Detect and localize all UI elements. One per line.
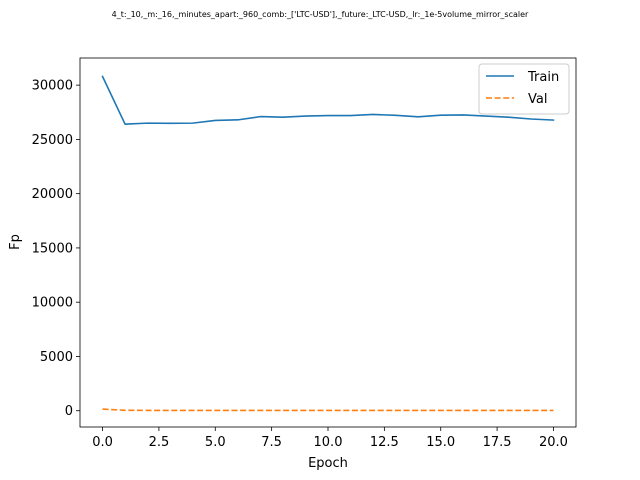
x-axis-label: Epoch	[308, 456, 348, 471]
plot-background	[80, 58, 576, 427]
plot-area	[80, 58, 576, 427]
legend-label-val: Val	[528, 92, 547, 107]
y-tick-label: 5000	[40, 350, 73, 365]
y-tick-label: 25000	[32, 133, 73, 148]
x-tick-label: 10.0	[314, 435, 343, 450]
legend: Train Val	[478, 63, 570, 115]
y-tick-label: 0	[65, 404, 73, 419]
series-line-val	[102, 408, 554, 412]
x-ticks: 0.0 2.5 5.0 7.5 10.0 12.5 15.0 17.5 20.0	[92, 427, 568, 450]
series-line-train	[101, 75, 555, 125]
y-tick-label: 30000	[32, 79, 73, 94]
x-tick-label: 7.5	[261, 435, 282, 450]
x-tick-label: 20.0	[539, 435, 568, 450]
y-tick-label: 10000	[32, 296, 73, 311]
series-layer	[101, 75, 555, 412]
x-tick-label: 2.5	[149, 435, 170, 450]
chart-title: 4_t:_10,_m:_16,_minutes_apart:_960_comb:…	[112, 10, 529, 19]
x-tick-label: 15.0	[426, 435, 455, 450]
y-ticks: 0 5000 10000 15000 20000 25000 30000	[32, 79, 80, 419]
legend-label-train: Train	[527, 70, 559, 85]
y-tick-label: 15000	[32, 241, 73, 256]
x-tick-label: 12.5	[370, 435, 399, 450]
x-tick-label: 0.0	[92, 435, 113, 450]
y-tick-label: 20000	[32, 187, 73, 202]
x-tick-label: 17.5	[483, 435, 512, 450]
y-axis-label: Fp	[8, 234, 23, 250]
x-tick-label: 5.0	[205, 435, 226, 450]
